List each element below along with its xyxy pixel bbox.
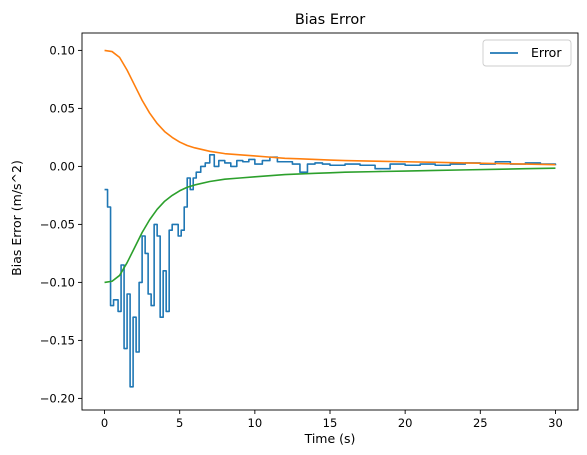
x-tick-label: 15 — [323, 416, 338, 430]
series-line-0 — [104, 154, 557, 388]
y-tick-label: 0.10 — [49, 43, 75, 57]
y-tick-label: −0.10 — [40, 275, 75, 289]
x-tick-label: 30 — [548, 416, 563, 430]
x-tick-label: 20 — [398, 416, 413, 430]
y-tick-label: 0.05 — [49, 101, 75, 115]
y-tick-label: −0.15 — [40, 333, 75, 347]
legend: Error — [482, 39, 572, 67]
chart-title: Bias Error — [295, 12, 365, 28]
y-axis-ticks: 0.10 0.05 0.00 −0.05 −0.10 −0.15 −0.20 — [40, 43, 82, 405]
x-tick-label: 5 — [176, 416, 183, 430]
x-tick-label: 10 — [248, 416, 263, 430]
legend-label-error: Error — [531, 45, 562, 60]
x-axis-ticks: 0 5 10 15 20 25 30 — [101, 410, 563, 430]
x-tick-label: 0 — [101, 416, 108, 430]
series-line-1 — [104, 49, 556, 166]
series-line-2 — [104, 167, 556, 284]
y-axis-label: Bias Error (m/s^2) — [9, 160, 24, 276]
x-tick-label: 25 — [473, 416, 488, 430]
legend-box — [482, 39, 572, 67]
y-tick-label: −0.05 — [40, 217, 75, 231]
x-axis-label: Time (s) — [304, 431, 356, 446]
y-tick-label: 0.00 — [49, 159, 75, 173]
y-tick-label: −0.20 — [40, 391, 75, 405]
plot-area — [104, 49, 557, 388]
